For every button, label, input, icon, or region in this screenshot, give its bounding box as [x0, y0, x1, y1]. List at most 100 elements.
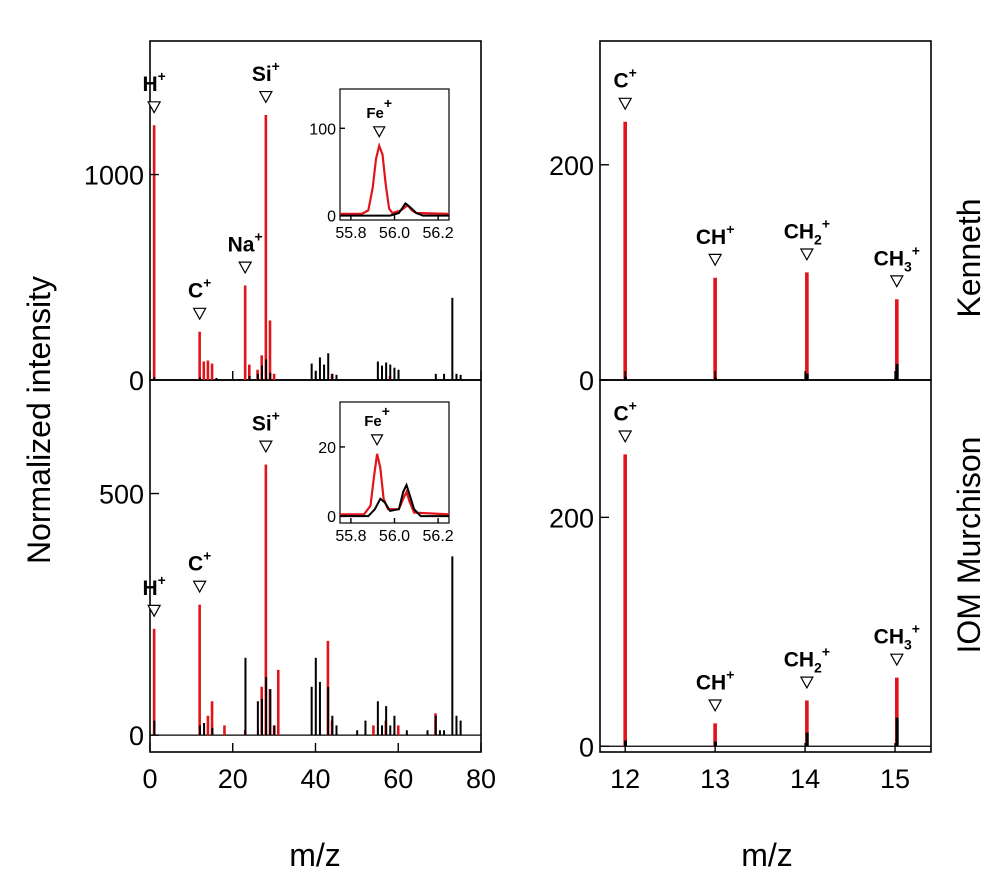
- right-top-peak-marker-0: [618, 97, 633, 111]
- left-x-axis-label: m/z: [289, 837, 341, 873]
- left-top-black-peak-18: [389, 364, 392, 380]
- right-top-peak-label-3: CH3+: [874, 242, 920, 274]
- left-bottom-black-peak-6: [261, 698, 264, 736]
- left-top-peak-label-2: Na+: [228, 228, 263, 256]
- left-top-black-peak-11: [323, 364, 326, 380]
- right-bottom-peak-marker-2: [799, 676, 814, 690]
- right-top-y-tick-label-0: 0: [579, 366, 594, 396]
- left-bottom-plot: 0 500 0 20 40 60 80 H+ C+ Si+: [99, 408, 496, 794]
- left-top-red-peak-4: [210, 363, 214, 380]
- left-bottom-black-peak-7: [265, 677, 268, 736]
- left-bottom-black-peak-22: [393, 715, 396, 736]
- left-top-inset-peak-label: Fe+: [366, 95, 392, 122]
- axis-labels: m/z m/z Normalized intensity Kenneth IOM…: [21, 198, 987, 873]
- left-top-y-tick-label-0: 0: [129, 366, 144, 396]
- y-axis-label: Normalized intensity: [21, 276, 57, 564]
- left-bottom-red-peak-13: [372, 725, 375, 736]
- left-bottom-black-peak-18: [376, 701, 379, 736]
- left-top-inset-y-tick-label-0: 0: [327, 209, 336, 226]
- left-top-black-peak-1: [198, 377, 201, 380]
- left-bottom-peak-marker-2: [258, 440, 273, 454]
- left-top-black-peak-24: [455, 373, 458, 380]
- left-bottom-x-tick-label-2: 40: [300, 764, 330, 794]
- left-top-peak-marker-2: [238, 261, 253, 275]
- left-bottom-black-peak-5: [256, 701, 259, 736]
- left-top-black-peak-0: [153, 376, 156, 380]
- left-top-black-peak-23: [451, 297, 454, 380]
- left-bottom-inset-x-tick-label-0: 55.8: [335, 528, 366, 545]
- left-bottom-black-peak-13: [327, 686, 330, 736]
- left-top-black-peak-10: [318, 357, 321, 380]
- left-bottom-black-peak-19: [381, 725, 383, 736]
- left-top-black-peak-17: [385, 362, 388, 380]
- left-top-red-peak-9: [264, 114, 268, 381]
- right-bottom-black-peak-2: [805, 732, 809, 747]
- sample-label-kenneth: Kenneth: [951, 198, 987, 317]
- left-top-inset: 0 100 55.8 56.0 56.2 Fe+: [309, 88, 454, 242]
- right-top-peak-label-2: CH2+: [784, 215, 830, 247]
- left-bottom-red-peak-0: [152, 628, 156, 736]
- left-top-red-peak-10: [268, 320, 272, 380]
- left-bottom-black-peak-24: [426, 730, 429, 736]
- left-top-black-peak-16: [381, 365, 383, 380]
- left-bottom-red-peak-7: [264, 464, 268, 736]
- left-bottom-inset-y-tick-label-1: 20: [318, 440, 336, 457]
- left-bottom-peak-label-1: C+: [188, 548, 211, 576]
- right-top-peak-marker-2: [799, 248, 814, 262]
- left-bottom-black-peak-9: [273, 725, 276, 736]
- left-bottom-black-peak-8: [269, 689, 272, 736]
- left-top-peak-marker-0: [147, 101, 162, 114]
- left-top-red-peak-2: [202, 361, 206, 380]
- left-bottom-inset-x-tick-label-2: 56.2: [423, 528, 454, 545]
- left-top-peak-label-1: C+: [188, 275, 211, 303]
- left-top-plot: 0 100 0 H+ C+ Na+ Si+: [84, 58, 482, 396]
- right-top-red-peak-3: [895, 299, 899, 380]
- right-top-frame: [599, 40, 932, 381]
- left-bottom-y-tick-label-0: 0: [129, 721, 144, 751]
- right-top-red-peak-0: [623, 121, 627, 380]
- left-bottom-black-peak-29: [455, 715, 458, 736]
- right-bottom-x-tick-label-2: 14: [790, 764, 820, 794]
- left-top-red-peak-11: [272, 373, 276, 380]
- right-bottom-x-tick-label-0: 12: [610, 764, 640, 794]
- left-top-red-peak-1: [198, 331, 201, 380]
- right-top-peak-marker-3: [889, 275, 904, 288]
- right-top-red-peak-1: [713, 277, 717, 380]
- left-bottom-black-peak-28: [451, 556, 454, 736]
- left-bottom-black-peak-10: [310, 686, 313, 736]
- left-bottom-black-peak-0: [153, 720, 156, 736]
- right-top-plot: 0 200 C+ CH+ CH2+ CH3+: [549, 65, 931, 396]
- left-bottom-black-peak-1: [198, 725, 201, 736]
- left-bottom-x-tick-label-0: 0: [142, 764, 157, 794]
- left-bottom-black-peak-2: [203, 723, 206, 736]
- left-bottom-black-peak-3: [211, 727, 214, 736]
- left-bottom-black-peak-15: [335, 725, 338, 736]
- left-top-inset-peak-marker: [372, 126, 386, 138]
- left-bottom-inset-black-curve: [340, 482, 449, 518]
- right-bottom-y-tick-label-0: 0: [579, 732, 594, 762]
- left-bottom-black-peak-11: [314, 657, 317, 736]
- right-bottom-peak-label-3: CH3+: [874, 621, 920, 653]
- right-bottom-peak-marker-0: [618, 430, 633, 444]
- left-top-red-peak-0: [152, 125, 156, 381]
- left-top-red-peak-3: [206, 360, 210, 380]
- left-top-black-peak-25: [459, 374, 462, 380]
- left-bottom-black-peak-16: [356, 730, 359, 736]
- left-top-red-peak-6: [248, 364, 251, 380]
- left-bottom-black-peak-25: [434, 715, 437, 736]
- right-top-red-peak-2: [805, 272, 809, 380]
- left-top-black-peak-21: [434, 373, 437, 380]
- left-bottom-red-peak-4: [223, 725, 226, 736]
- left-top-inset-y-tick-label-1: 100: [309, 121, 336, 138]
- left-bottom-red-peak-2: [206, 715, 210, 736]
- right-x-axis-label: m/z: [741, 837, 793, 873]
- left-bottom-peak-label-0: H+: [142, 572, 165, 600]
- right-bottom-red-peak-3: [895, 677, 899, 747]
- left-top-black-peak-13: [331, 373, 334, 380]
- left-bottom-inset-peak-marker: [370, 434, 384, 447]
- left-top-inset-x-tick-label-0: 55.8: [335, 225, 366, 242]
- left-top-peak-label-3: Si+: [252, 58, 280, 86]
- right-bottom-red-peak-1: [713, 723, 717, 747]
- left-top-peak-label-0: H+: [142, 68, 165, 96]
